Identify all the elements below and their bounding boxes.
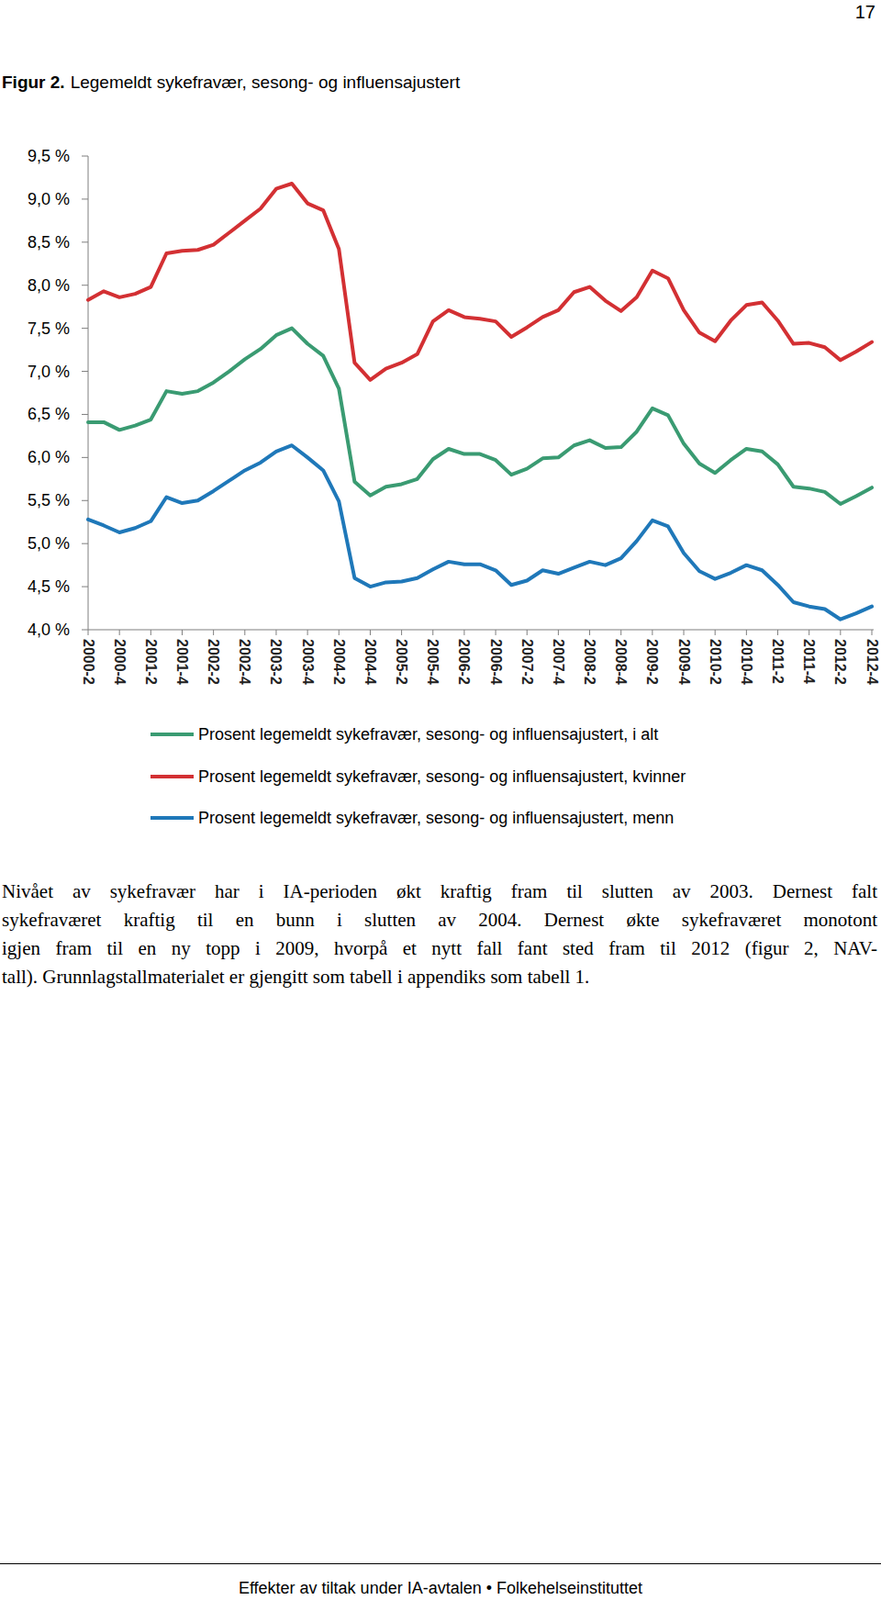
- y-tick-label: 8,5 %: [27, 233, 70, 252]
- x-tick-label: 2008-4: [613, 638, 629, 685]
- x-tick-label: 2000-2: [80, 638, 97, 685]
- x-tick-label: 2002-2: [205, 638, 222, 685]
- x-tick: [401, 629, 402, 636]
- x-tick: [683, 629, 685, 636]
- x-tick: [432, 629, 434, 636]
- x-tick-label: 2009-4: [676, 638, 692, 685]
- title-text: Legemeldt sykefravær, sesong- og influen…: [70, 72, 461, 92]
- y-tick: [81, 586, 89, 588]
- chart: Figur 2.Legemeldt sykefravær, sesong- og…: [0, 0, 881, 854]
- y-tick-label: 6,0 %: [27, 447, 70, 467]
- x-tick-label: 2004-2: [331, 638, 347, 685]
- x-tick-label: 2005-4: [424, 638, 441, 685]
- x-tick-label: 2003-4: [300, 638, 316, 685]
- y-tick-label: 7,0 %: [27, 362, 70, 381]
- x-tick-label: 2005-2: [393, 638, 410, 685]
- y-tick-label: 5,5 %: [27, 490, 70, 510]
- series-line: [88, 183, 872, 380]
- x-tick-label: 2001-2: [143, 638, 159, 685]
- x-axis: [88, 629, 874, 631]
- x-tick: [620, 629, 622, 636]
- x-tick-label: 2001-4: [174, 638, 190, 685]
- x-tick: [526, 629, 528, 636]
- x-tick: [119, 629, 121, 636]
- y-tick: [81, 500, 89, 502]
- y-tick: [81, 327, 89, 329]
- y-tick-label: 5,0 %: [27, 534, 70, 553]
- x-tick-label: 2007-4: [550, 638, 567, 685]
- x-tick-label: 2000-4: [111, 638, 128, 685]
- x-tick-label: 2006-4: [488, 638, 504, 685]
- y-tick: [81, 284, 89, 286]
- y-tick: [81, 156, 89, 157]
- x-tick-label: 2012-2: [832, 638, 848, 685]
- footer-text: Effekter av tiltak under IA-avtalen • Fo…: [0, 1578, 881, 1598]
- x-tick-label: 2004-4: [362, 638, 379, 685]
- x-tick: [557, 629, 559, 636]
- paragraph-line: sykefraværet kraftig til en bunn i slutt…: [1, 905, 878, 935]
- footer-rule: [0, 1562, 881, 1564]
- y-tick-label: 6,5 %: [27, 404, 70, 424]
- x-tick-label: 2003-2: [267, 638, 284, 685]
- x-tick-label: 2006-2: [456, 638, 472, 685]
- x-tick: [871, 629, 873, 636]
- x-tick-label: 2011-4: [801, 638, 817, 684]
- x-tick: [181, 629, 183, 636]
- y-tick-label: 9,5 %: [27, 146, 70, 166]
- x-tick: [777, 629, 779, 636]
- x-tick: [338, 629, 340, 636]
- x-tick-label: 2011-2: [769, 638, 786, 684]
- x-tick-label: 2012-4: [864, 638, 881, 685]
- y-tick: [81, 457, 89, 458]
- x-tick: [746, 629, 748, 636]
- y-axis: [88, 156, 90, 630]
- y-tick: [81, 198, 89, 200]
- x-tick: [212, 629, 214, 636]
- y-tick-label: 8,0 %: [27, 276, 70, 295]
- x-tick: [495, 629, 497, 636]
- x-tick-label: 2009-2: [644, 638, 660, 685]
- paragraph-line: tall). Grunnlagstallmaterialet er gjengi…: [1, 962, 590, 992]
- x-tick-label: 2002-4: [236, 638, 253, 685]
- legend-swatch: [150, 815, 194, 820]
- y-tick-label: 4,0 %: [27, 620, 70, 639]
- paragraph-line: igjen fram til en ny topp i 2009, hvorpå…: [1, 934, 878, 963]
- figure-label: Figur 2.: [1, 72, 66, 92]
- x-tick: [369, 629, 371, 636]
- x-tick: [808, 629, 810, 636]
- x-tick-label: 2010-4: [738, 638, 755, 685]
- x-tick: [275, 629, 277, 636]
- x-tick-label: 2007-2: [519, 638, 536, 685]
- legend-label: Prosent legemeldt sykefravær, sesong- og…: [198, 724, 658, 744]
- series-line: [88, 445, 872, 620]
- y-tick-label: 4,5 %: [27, 577, 70, 596]
- x-tick-label: 2008-2: [581, 638, 598, 685]
- legend-swatch: [150, 774, 194, 779]
- plot-lines: [88, 183, 872, 620]
- y-tick: [81, 413, 89, 415]
- y-tick-label: 7,5 %: [27, 319, 70, 338]
- x-tick: [88, 629, 90, 636]
- x-tick: [714, 629, 716, 636]
- x-tick: [307, 629, 309, 636]
- x-tick: [244, 629, 246, 636]
- series-line: [88, 328, 872, 504]
- legend-swatch: [150, 732, 194, 737]
- x-tick: [651, 629, 653, 636]
- y-tick: [81, 370, 89, 372]
- x-tick: [839, 629, 841, 636]
- y-tick: [81, 629, 89, 631]
- paragraph-line: Nivået av sykefravær har i IA-perioden ø…: [1, 877, 878, 906]
- legend-label: Prosent legemeldt sykefravær, sesong- og…: [198, 767, 686, 786]
- y-tick: [81, 241, 89, 243]
- legend-label: Prosent legemeldt sykefravær, sesong- og…: [198, 808, 674, 827]
- y-tick: [81, 543, 89, 545]
- x-tick-label: 2010-2: [707, 638, 724, 685]
- chart-title: Figur 2.Legemeldt sykefravær, sesong- og…: [1, 72, 461, 92]
- page-number: 17: [855, 1, 876, 23]
- y-tick-label: 9,0 %: [27, 189, 70, 209]
- x-tick: [589, 629, 591, 636]
- x-tick: [463, 629, 465, 636]
- x-tick: [150, 629, 152, 636]
